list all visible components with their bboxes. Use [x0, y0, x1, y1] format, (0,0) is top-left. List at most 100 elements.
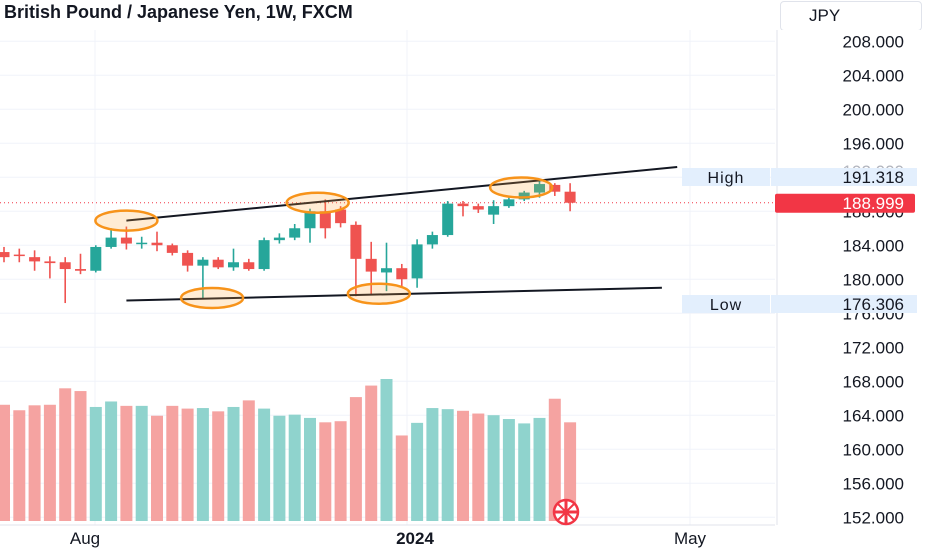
candle-body	[472, 206, 484, 210]
volume-bar	[502, 419, 515, 521]
candle-body	[564, 191, 576, 203]
price-axis: 208.000204.000200.000196.000188.000184.0…	[776, 30, 932, 550]
price-tick-label: 164.000	[843, 406, 904, 425]
price-tick-label: 184.000	[843, 236, 904, 255]
volume-bar	[395, 435, 408, 521]
candle-body	[365, 258, 377, 272]
volume-bar	[258, 408, 271, 521]
volume-bar	[120, 405, 133, 521]
level-value-bg	[771, 168, 917, 186]
trendline-upper	[126, 166, 678, 222]
volume-bar	[135, 405, 148, 521]
volume-bar	[457, 410, 469, 521]
volume-bar	[13, 410, 26, 521]
candle-body	[75, 269, 86, 271]
candle-body	[228, 262, 239, 268]
candle-body	[457, 203, 469, 207]
candle-body	[151, 242, 163, 246]
volume-bar	[166, 405, 179, 521]
candle-body	[243, 262, 255, 270]
candle-body	[381, 268, 392, 273]
volume-bar	[533, 417, 546, 521]
volume-bar	[227, 406, 240, 521]
volume-bar	[548, 398, 561, 521]
volume-bar	[74, 391, 87, 521]
time-tick-label: Aug	[70, 529, 100, 548]
volume-bar	[319, 422, 332, 521]
candle-body	[0, 252, 10, 258]
candle-body	[212, 259, 224, 268]
level-value-low: 176.306	[843, 295, 904, 314]
volume-bar	[43, 404, 56, 521]
trendline-lower	[126, 286, 662, 302]
price-axis-bg	[777, 30, 932, 550]
volume-bar	[334, 421, 347, 521]
candle-body	[503, 199, 515, 207]
candle-body	[335, 209, 347, 224]
pivot-marker-ellipse	[179, 286, 245, 310]
volume-bars	[0, 378, 577, 521]
candle-body	[442, 203, 454, 236]
price-tick-label: 160.000	[843, 440, 904, 459]
current-price-bg	[775, 193, 915, 213]
candle-body	[105, 237, 117, 247]
pivot-marker-ellipse	[346, 282, 412, 305]
volume-bar	[349, 397, 362, 521]
price-tick-label: 168.000	[843, 372, 904, 391]
candle-body	[258, 240, 270, 270]
time-tick-label: May	[674, 529, 707, 548]
volume-bar	[242, 400, 255, 521]
volume-bar	[365, 385, 378, 521]
candle-body	[289, 228, 301, 238]
volume-bar	[564, 422, 577, 521]
price-tick-label: 152.000	[843, 508, 904, 527]
pivot-marker-ellipse	[285, 191, 350, 214]
volume-bar	[181, 408, 194, 521]
candle-body	[90, 246, 102, 271]
volume-bar	[59, 388, 72, 521]
candle-body	[426, 235, 438, 245]
level-label-low: Low	[710, 297, 742, 314]
candle-body	[350, 224, 362, 259]
candle-body	[304, 211, 316, 229]
candle-body	[166, 245, 178, 253]
current-price-label: 188.999	[843, 194, 904, 213]
price-tick-label: 156.000	[843, 474, 904, 493]
volume-bar	[518, 423, 531, 521]
level-label-high: High	[708, 170, 745, 187]
candle-body	[136, 242, 148, 245]
level-value-bg	[771, 295, 917, 313]
candle-body	[29, 257, 41, 262]
candle-body	[411, 244, 423, 279]
candle-body	[13, 254, 25, 257]
currency-label: JPY	[809, 6, 841, 25]
candle-body	[534, 184, 545, 193]
volume-bar	[441, 409, 454, 521]
candle-body	[273, 237, 285, 241]
volume-bar	[212, 411, 225, 521]
level-label-bg	[682, 168, 770, 186]
price-tick-label: 172.000	[843, 338, 904, 357]
candle-body	[182, 252, 194, 266]
candle-body	[549, 184, 561, 192]
uk-flag-icon[interactable]	[552, 498, 580, 526]
volume-bar	[472, 413, 485, 521]
price-tick-label: 196.000	[843, 134, 904, 153]
level-label-bg	[682, 295, 770, 313]
time-tick-label: 2024	[396, 529, 434, 548]
volume-bar	[0, 404, 10, 521]
candle-body	[396, 268, 408, 280]
volume-bar	[487, 415, 500, 521]
candle-body	[488, 206, 500, 215]
level-value-high: 191.318	[843, 168, 904, 187]
price-tick-label: 200.000	[843, 100, 904, 119]
volume-bar	[196, 408, 209, 521]
volume-bar	[89, 406, 102, 521]
chart-title: British Pound / Japanese Yen, 1W, FXCM	[4, 2, 353, 22]
price-tick-label: 180.000	[843, 270, 904, 289]
volume-bar	[105, 401, 118, 521]
volume-bar	[304, 417, 316, 521]
time-axis: Aug 2024 May	[0, 524, 775, 548]
candle-body	[319, 211, 331, 229]
